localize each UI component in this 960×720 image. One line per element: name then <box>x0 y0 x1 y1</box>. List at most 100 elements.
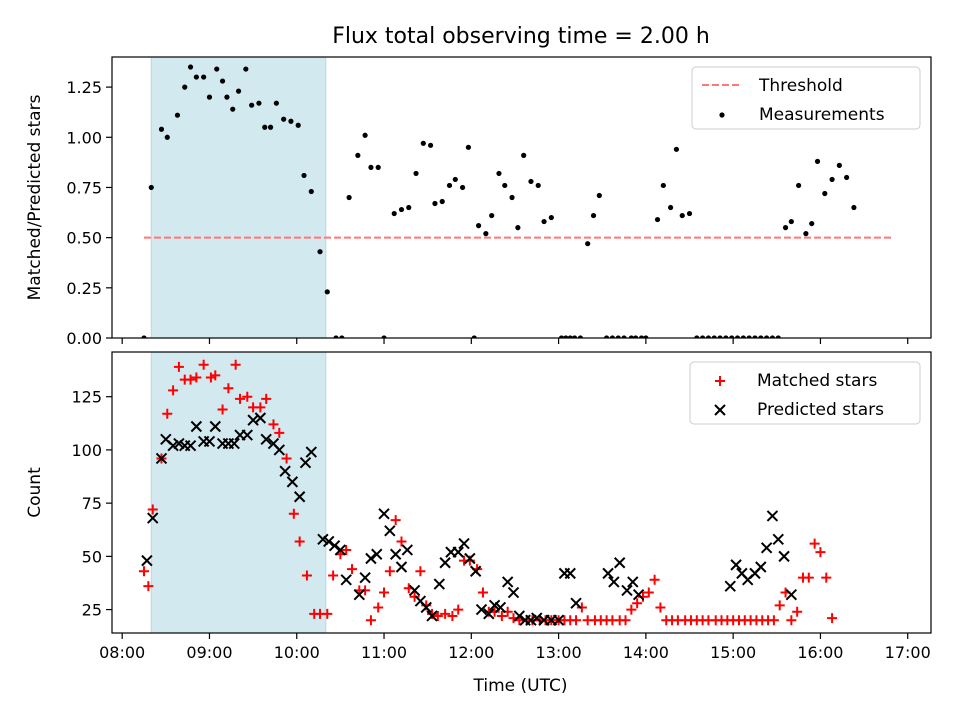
matched-star-point <box>217 404 228 415</box>
matched-star-point <box>261 393 272 404</box>
matched-star-point <box>235 393 246 404</box>
measurement-point <box>723 335 729 338</box>
predicted-star-point <box>408 584 421 597</box>
measurement-point <box>148 184 154 191</box>
matched-star-point <box>632 598 643 609</box>
matched-star-point <box>191 372 202 383</box>
x-tick-label: 13:00 <box>536 643 582 662</box>
matched-star-point <box>440 608 451 619</box>
measurement-point <box>694 335 700 338</box>
measurement-point <box>214 66 220 72</box>
predicted-star-point <box>494 601 507 614</box>
measurement-point <box>769 335 776 338</box>
measurement-point <box>590 212 597 219</box>
measurement-point <box>243 66 249 72</box>
measurement-point <box>446 182 453 189</box>
measurement-point <box>489 212 495 219</box>
matched-star-point <box>281 453 292 464</box>
highlight-span <box>150 351 327 634</box>
measurement-point <box>333 335 339 338</box>
predicted-star-point <box>766 510 779 522</box>
measurement-point <box>249 102 255 108</box>
matched-star-point <box>477 587 488 598</box>
top-panel: 0.00 0.25 0.50 0.75 1.00 1.25 Matched/Predicte… <box>25 56 932 348</box>
measurement-point <box>535 182 541 189</box>
matched-star-point <box>294 536 305 547</box>
measurement-point <box>206 94 213 100</box>
x-axis-label: Time (UTC) <box>473 676 568 696</box>
predicted-star-point <box>353 588 366 601</box>
predicted-star-point <box>401 544 414 556</box>
predicted-star-point <box>420 601 432 614</box>
y-tick-label: 1.25 <box>66 78 102 97</box>
measurement-point <box>758 335 764 338</box>
predicted-star-point <box>203 435 216 448</box>
matched-star-point <box>143 581 154 592</box>
matched-star-point <box>396 536 407 547</box>
measurement-point <box>432 200 438 207</box>
measurement-point <box>844 174 850 181</box>
measurement-point <box>439 198 445 205</box>
predicted-star-point <box>254 412 267 424</box>
measurement-point <box>413 170 419 177</box>
measurement-point <box>633 335 639 338</box>
measurement-point <box>563 335 569 338</box>
matched-star-point <box>347 564 358 575</box>
measurement-point <box>836 162 842 168</box>
measurement-point <box>567 335 573 338</box>
measurement-point <box>814 158 821 164</box>
measurement-point <box>459 184 466 191</box>
data-points <box>139 359 838 626</box>
measurement-point <box>615 335 621 338</box>
predicted-star-point <box>621 584 633 597</box>
measurement-point <box>483 231 489 237</box>
predicted-star-point <box>433 578 446 590</box>
x-tick-label: 12:00 <box>448 643 494 662</box>
predicted-star-point <box>602 567 614 580</box>
measurement-point <box>398 206 405 213</box>
matched-star-point <box>620 615 631 626</box>
measurement-point <box>509 194 515 201</box>
predicted-star-point <box>323 535 335 548</box>
measurement-point <box>230 106 236 112</box>
matched-star-point <box>168 385 179 396</box>
axes-frame <box>111 351 932 634</box>
predicted-star-point <box>184 439 197 452</box>
measurement-point <box>362 132 368 138</box>
measurement-point <box>502 182 508 189</box>
y-axis-label: Matched/Predicted stars <box>25 94 45 300</box>
measurement-point <box>288 118 294 124</box>
measurement-point <box>164 134 170 140</box>
matched-star-point <box>643 587 654 598</box>
measurement-point <box>621 335 627 338</box>
measurement-point <box>660 182 666 189</box>
predicted-star-point <box>286 476 299 488</box>
matched-star-point <box>360 585 371 596</box>
legend-box <box>691 66 921 130</box>
measurement-point <box>158 126 165 132</box>
measurement-point <box>686 210 693 217</box>
predicted-star-point <box>426 610 438 622</box>
measurement-point <box>734 335 741 338</box>
measurement-point <box>420 140 426 146</box>
predicted-star-point <box>755 561 767 573</box>
matched-star-point <box>242 391 253 402</box>
measurement-point <box>262 124 268 130</box>
predicted-star-point <box>608 576 620 588</box>
measurement-point <box>174 112 181 118</box>
y-tick-label: 0.25 <box>66 279 102 298</box>
measurement-point <box>324 289 330 295</box>
predicted-star-point <box>724 580 736 592</box>
predicted-star-point <box>513 610 526 622</box>
measurement-point <box>822 190 828 197</box>
chart-title: Flux total observing time = 2.00 h <box>332 24 710 49</box>
measurement-point <box>788 218 794 225</box>
measurement-point <box>295 122 301 128</box>
predicted-star-point <box>531 612 543 624</box>
y-tick-label: 50 <box>82 547 102 566</box>
y-tick-label: 1.00 <box>66 128 102 147</box>
matched-star-point <box>803 572 814 583</box>
measurement-point <box>764 335 770 338</box>
x-tick-label: 14:00 <box>623 643 669 662</box>
